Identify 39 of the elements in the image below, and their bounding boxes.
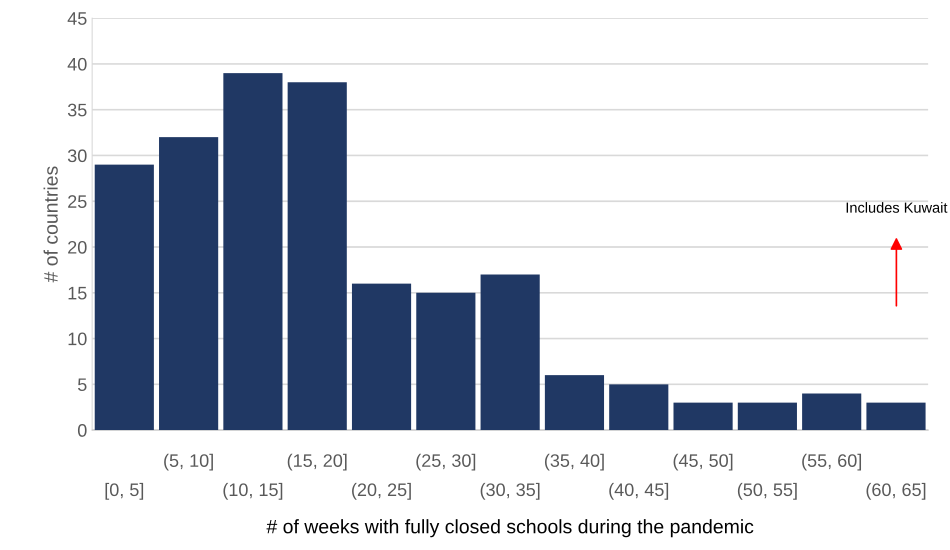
- y-tick-label: 15: [68, 286, 87, 300]
- x-tick-label: (10, 15]: [223, 482, 282, 500]
- bar: [544, 375, 604, 430]
- y-tick-label: 45: [68, 12, 87, 25]
- bar: [866, 402, 926, 430]
- x-tick-label: (35, 40]: [544, 454, 604, 471]
- y-tick-label: 10: [68, 332, 87, 346]
- x-tick-label: (15, 20]: [288, 454, 347, 471]
- bar: [673, 402, 733, 430]
- x-tick-label: (55, 60]: [802, 454, 862, 471]
- x-tick-label: (20, 25]: [352, 482, 411, 500]
- bar: [159, 137, 218, 430]
- y-axis-title: # of countries: [44, 166, 58, 282]
- bar: [94, 164, 154, 430]
- x-tick-label: [0, 5]: [106, 482, 144, 500]
- x-tick-label: (40, 45]: [609, 482, 668, 500]
- bar: [223, 73, 282, 430]
- x-axis-title: # of weeks with fully closed schools during the pandemic: [266, 519, 754, 538]
- y-tick-label: 25: [68, 195, 87, 208]
- y-tick-label: 40: [68, 58, 87, 71]
- bar: [609, 384, 668, 430]
- y-tick-label: 35: [68, 104, 87, 116]
- bar: [288, 82, 347, 430]
- x-tick-label: (30, 35]: [480, 482, 540, 500]
- bar: [802, 393, 862, 430]
- x-tick-label: (45, 50]: [674, 454, 732, 471]
- bar: [416, 292, 476, 430]
- bar: [352, 284, 412, 430]
- annotation: Includes Kuwait: [846, 202, 948, 213]
- y-tick-label: 30: [68, 149, 87, 162]
- x-tick-label: (25, 30]: [416, 454, 476, 471]
- bar: [738, 402, 797, 430]
- x-tick-label: (50, 55]: [738, 482, 797, 500]
- x-tick-label: (60, 65]: [866, 482, 926, 500]
- bar: [480, 274, 540, 430]
- y-tick-label: 5: [78, 378, 87, 392]
- y-tick-label: 20: [68, 240, 87, 254]
- y-tick-label: 0: [78, 424, 87, 437]
- x-tick-label: (5, 10]: [164, 454, 213, 471]
